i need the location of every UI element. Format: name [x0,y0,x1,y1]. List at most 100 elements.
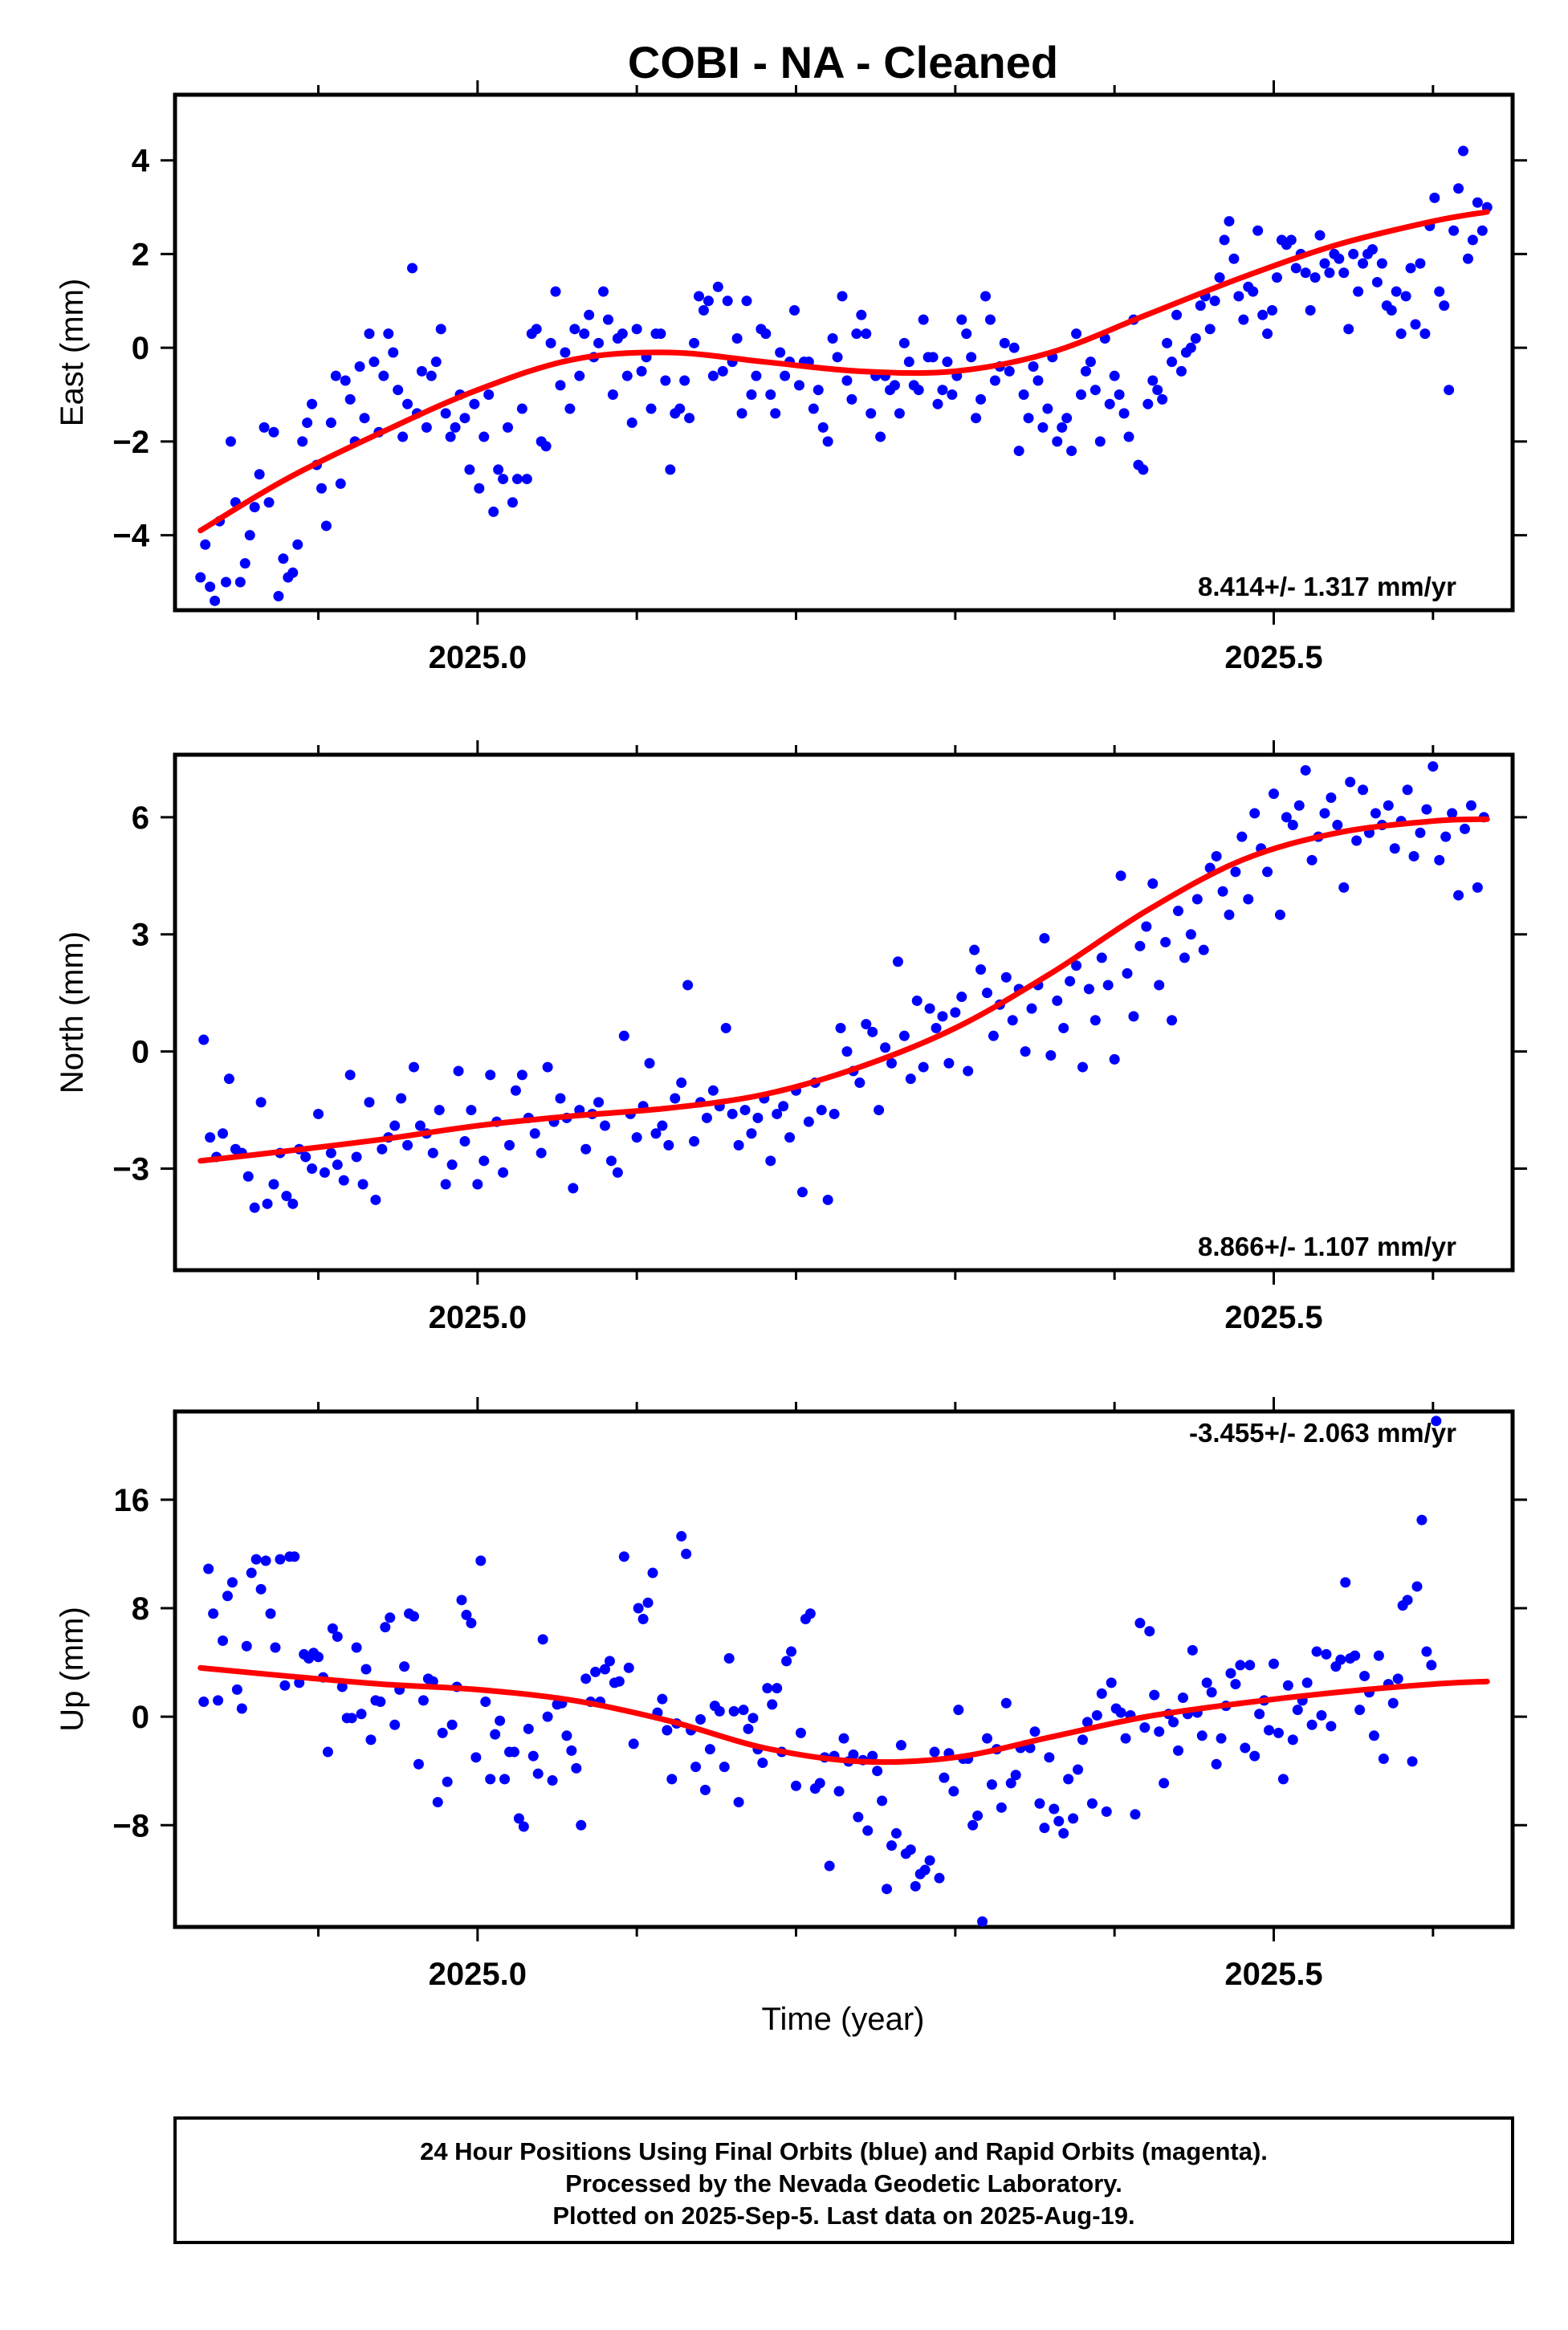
north-data-point [1262,866,1273,878]
east-data-point [1248,286,1259,297]
up-data-point [432,1797,443,1808]
up-data-point [360,1664,372,1675]
east-data-point [1061,413,1073,424]
north-data-point [1326,792,1337,803]
north-data-point [982,988,992,999]
east-data-point [956,314,967,325]
up-data-point [1168,1717,1179,1728]
east-data-point [263,497,275,508]
east-data-point [220,576,231,588]
north-data-point [472,1179,483,1190]
east-data-point [808,403,819,414]
up-data-point [1273,1727,1284,1738]
north-data-point [1083,984,1094,995]
east-data-point [1008,342,1020,353]
north-data-point [1287,820,1298,831]
east-data-point [464,464,475,475]
north-data-point [1000,972,1012,983]
up-panel: 2025.0 2025.5 −8 0 8 16 Up (mm) -3.455+/- 2.063… [55,1397,1527,1992]
east-data-point [507,497,518,508]
north-data-point [1109,1053,1120,1065]
up-data-point [1350,1650,1361,1661]
north-data-point [307,1163,318,1175]
east-data-point [1386,304,1397,316]
east-panel: 2025.0 2025.5 −4 −2 0 2 4 East (mm) 8.414+/- 1.3… [55,80,1527,675]
up-x-tick-label: 2025.0 [429,1957,527,1992]
east-data-point [646,403,657,414]
up-data-point [1010,1770,1021,1781]
up-rate-label: -3.455+/- 2.063 mm/yr [1189,1418,1456,1448]
north-data-point [1147,878,1159,889]
east-data-point [1066,446,1077,457]
east-data-point [1415,258,1426,269]
up-data-point [1077,1734,1088,1745]
east-data-point [1057,422,1068,433]
north-data-point [676,1077,687,1089]
east-rate-label: 8.414+/- 1.317 mm/yr [1198,572,1456,601]
up-data-point [1416,1514,1427,1525]
north-data-point [198,1034,210,1045]
up-data-point [1101,1806,1112,1817]
up-data-point [437,1727,448,1738]
north-data-point [969,944,980,955]
north-data-point [1089,1015,1101,1026]
east-data-point [694,291,705,302]
up-data-point [380,1622,391,1633]
east-data-point [416,365,427,377]
up-data-point [986,1779,997,1790]
north-data-point [485,1069,496,1081]
east-data-point [498,474,509,485]
north-data-point [242,1171,254,1182]
up-data-point [1301,1677,1313,1688]
east-data-point [712,281,723,292]
north-data-point [364,1097,375,1108]
east-data-point [980,291,992,302]
east-data-point [1214,272,1225,283]
north-data-point [1274,909,1285,920]
up-data-point [1068,1813,1079,1824]
up-data-point [757,1758,768,1769]
north-data-point [370,1194,381,1205]
up-data-point [351,1642,362,1653]
up-data-point [1139,1722,1151,1733]
north-x-tick-label: 2025.0 [429,1300,527,1335]
east-data-point [898,337,910,348]
north-data-point [396,1093,407,1104]
east-data-point [999,337,1010,348]
up-data-point [1421,1646,1432,1657]
north-data-point [536,1147,547,1159]
north-data-point [670,1093,681,1104]
up-data-point [1039,1823,1050,1834]
up-data-point [495,1715,506,1726]
north-data-point [861,1019,872,1030]
east-data-point [540,441,552,452]
up-data-point [532,1768,544,1779]
up-data-point [1378,1754,1389,1765]
east-data-point [1228,253,1240,264]
east-data-point [607,389,618,401]
east-data-point [1104,398,1115,409]
up-data-point [733,1797,744,1808]
north-data-point [835,1022,846,1033]
up-data-point [657,1693,668,1705]
up-data-point [576,1819,587,1831]
up-data-point [490,1729,501,1740]
up-data-point [613,1676,625,1687]
up-data-point [824,1860,835,1872]
east-data-point [1376,258,1387,269]
north-data-point [1115,870,1126,882]
up-y-tick-label: 16 [114,1483,150,1518]
up-data-point [704,1744,715,1755]
up-data-point [1426,1660,1437,1671]
up-data-point [1177,1692,1188,1703]
up-data-point [1277,1774,1289,1785]
up-data-point [566,1745,577,1756]
up-data-point [1411,1581,1423,1592]
up-data-point [1154,1726,1165,1737]
north-data-point [689,1136,700,1147]
north-data-point [319,1167,330,1178]
east-data-point [1405,263,1416,274]
east-data-point [344,393,356,405]
north-data-point [1306,854,1318,866]
north-data-point [1020,1046,1031,1057]
